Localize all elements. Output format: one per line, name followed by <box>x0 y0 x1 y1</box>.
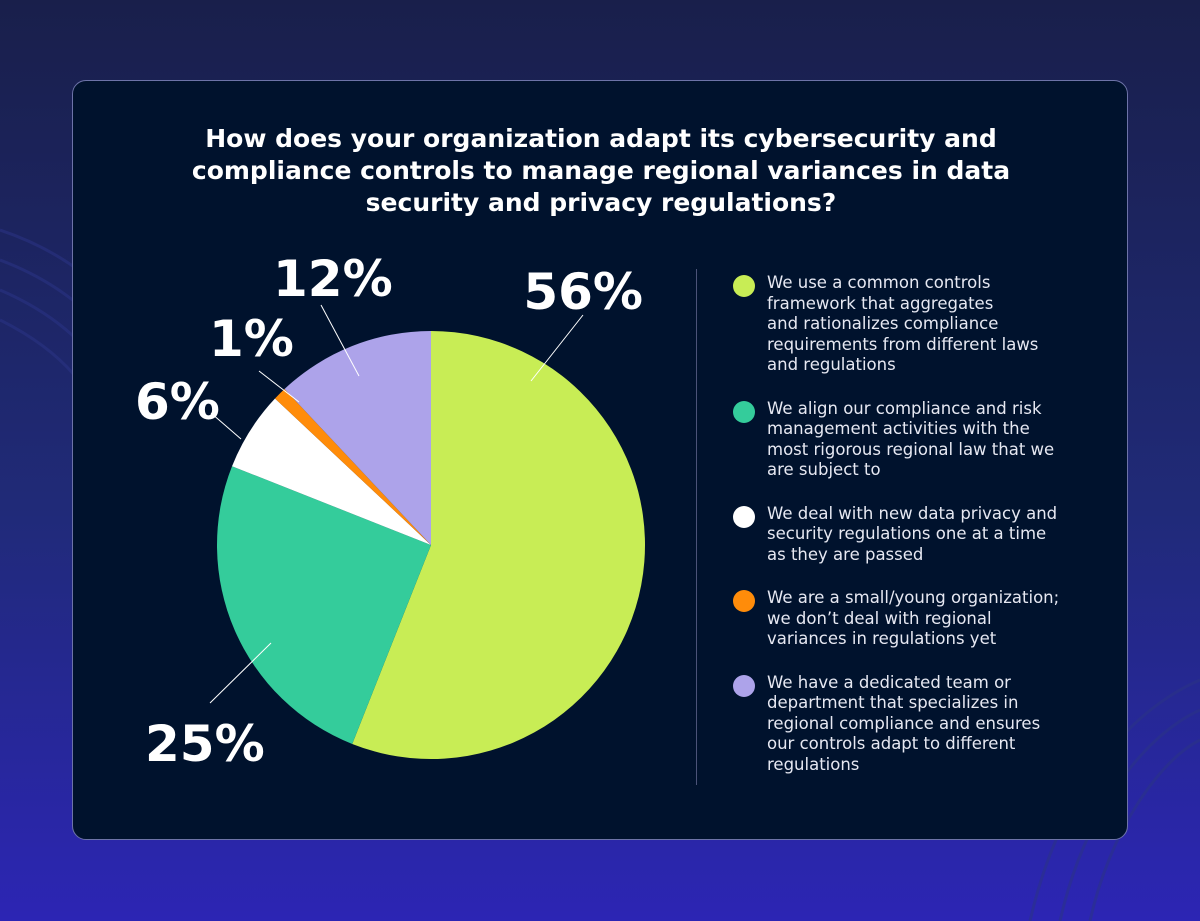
legend-item: We align our compliance and risk managem… <box>733 399 1093 481</box>
legend-label-line: department that specializes in <box>767 693 1019 712</box>
legend-label-line: and regulations <box>767 355 896 374</box>
legend-item: We deal with new data privacy and securi… <box>733 504 1093 566</box>
legend-label-line: our controls adapt to different <box>767 734 1016 753</box>
legend-label-line: requirements from different laws <box>767 334 1039 354</box>
pie-slice <box>217 466 431 744</box>
slice-value-label: 25% <box>145 715 265 773</box>
legend-label-line: variances in regulations yet <box>767 629 997 648</box>
legend-swatch <box>733 275 755 297</box>
slice-value-label: 1% <box>209 310 294 368</box>
pie-slice <box>232 398 431 545</box>
legend-item: We have a dedicated team or department t… <box>733 673 1093 776</box>
legend-label-line: We deal with new data privacy and <box>767 503 1058 523</box>
legend-swatch <box>733 674 755 697</box>
pie-chart: 56% 25% 6%1%12% <box>135 250 645 773</box>
legend-label: We deal with new data privacy and securi… <box>767 504 1093 566</box>
legend-label: We have a dedicated team or department t… <box>767 673 1093 776</box>
legend-label: We align our compliance and risk managem… <box>767 399 1093 481</box>
chart-title-line: compliance controls to manage regional v… <box>191 156 1011 185</box>
slice-value-label: 56% <box>523 263 643 321</box>
legend-label-line: We are a small/young organization; <box>767 588 1060 607</box>
legend-label-line: as they are passed <box>767 544 924 564</box>
legend-label-line: regional compliance and ensures <box>767 713 1041 733</box>
legend-label: We are a small/young organization; we do… <box>767 588 1093 650</box>
legend-label-line: security regulations one at a time <box>767 524 1047 543</box>
leader-line <box>210 412 242 440</box>
leader-line <box>320 304 360 377</box>
pie-slice <box>284 331 431 545</box>
legend-label-line: and rationalizes compliance <box>767 314 999 333</box>
legend-label-line: We align our compliance and risk <box>767 398 1042 418</box>
legend-label: We use a common controls framework that … <box>767 273 1093 376</box>
legend-label-line: We use a common controls <box>767 273 991 292</box>
legend-divider <box>696 269 697 785</box>
leader-line <box>209 642 272 704</box>
legend-label-line: framework that aggregates <box>767 293 994 313</box>
slice-value-label: 6% <box>135 373 220 431</box>
legend-label-line: We have a dedicated team or <box>767 672 1011 692</box>
legend-swatch <box>733 400 755 423</box>
legend-item: We use a common controls framework that … <box>733 273 1093 376</box>
legend-swatch <box>733 590 755 612</box>
legend-label-line: we don’t deal with regional <box>767 608 992 628</box>
pie-slice <box>352 331 645 759</box>
pie-slice <box>275 389 431 545</box>
leader-line <box>530 314 584 382</box>
legend-swatch <box>733 505 755 528</box>
chart-title-line: security and privacy regulations? <box>365 188 837 217</box>
legend-item: We are a small/young organization; we do… <box>733 588 1093 650</box>
legend-label-line: most rigorous regional law that we <box>767 439 1055 459</box>
legend-label-line: management activities with the <box>767 419 1030 438</box>
chart-title-line: How does your organization adapt its cyb… <box>205 124 997 153</box>
leader-line <box>258 370 300 403</box>
slice-value-label: 12% <box>273 250 393 308</box>
legend: We use a common controls framework that … <box>733 273 1093 798</box>
legend-label-line: regulations <box>767 754 860 774</box>
legend-label-line: are subject to <box>767 460 881 479</box>
chart-card: How does your organization adapt its cyb… <box>72 80 1128 840</box>
chart-title: How does your organization adapt its cyb… <box>73 123 1129 219</box>
